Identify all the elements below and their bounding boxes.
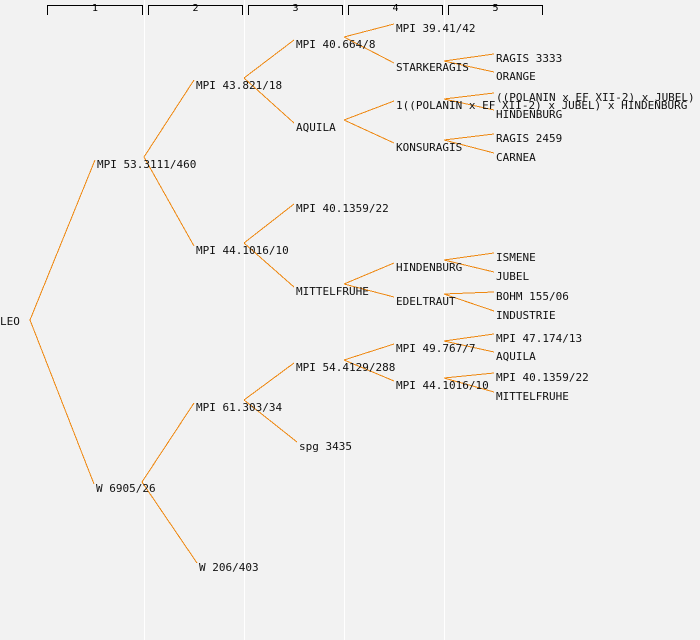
node-label-polaninhind[interactable]: 1((POLANIN x EF XII-2) x JUBEL) x HINDEN… [396,99,688,112]
node-label-edeltraut[interactable]: EDELTRAUT [396,295,456,308]
generation-bracket-1: 1 [47,3,143,15]
node-label-aquila1[interactable]: AQUILA [296,121,336,134]
node-label-starkeragis[interactable]: STARKERAGIS [396,61,469,74]
generation-label-3: 3 [292,3,299,14]
generation-label-2: 2 [192,3,199,14]
node-label-mpi401359a[interactable]: MPI 40.1359/22 [296,202,389,215]
node-label-leo[interactable]: LEO [0,315,20,328]
generation-bracket-2: 2 [148,3,243,15]
node-label-mpi47174[interactable]: MPI 47.174/13 [496,332,583,345]
node-label-jubel[interactable]: JUBEL [496,270,530,283]
node-label-ragis3333[interactable]: RAGIS 3333 [496,52,563,65]
column-guide-3 [344,0,345,640]
generation-bracket-4: 4 [348,3,443,15]
column-guide-2 [244,0,245,640]
node-label-mittelfruhe1[interactable]: MITTELFRUHE [296,285,369,298]
node-label-mpi61[interactable]: MPI 61.303/34 [196,401,283,414]
node-label-hindenburg1[interactable]: HINDENBURG [396,261,463,274]
node-label-w6905[interactable]: W 6905/26 [96,482,156,495]
generation-label-4: 4 [392,3,399,14]
node-label-orange[interactable]: ORANGE [496,70,536,83]
generation-label-1: 1 [91,3,99,14]
generation-bracket-3: 3 [248,3,343,15]
node-label-ragis2459[interactable]: RAGIS 2459 [496,132,563,145]
generation-label-5: 5 [492,3,499,14]
node-label-mpi54[interactable]: MPI 54.4129/288 [296,361,396,374]
node-label-hindenburg2[interactable]: HINDENBURG [496,108,563,121]
node-label-polaninjubel[interactable]: ((POLANIN x EF XII-2) x JUBEL) [496,91,695,104]
column-guide-4 [444,0,445,640]
node-label-mpi44b[interactable]: MPI 44.1016/10 [396,379,489,392]
node-label-aquila2[interactable]: AQUILA [496,350,536,363]
node-label-mpi49767[interactable]: MPI 49.767/7 [396,342,476,355]
node-label-industrie[interactable]: INDUSTRIE [496,309,556,322]
generation-bracket-5: 5 [448,3,543,15]
node-label-spg3435[interactable]: spg 3435 [299,440,352,453]
node-label-bohm155[interactable]: BOHM 155/06 [496,290,569,303]
node-label-mpi53[interactable]: MPI 53.3111/460 [97,158,197,171]
node-label-mpi43[interactable]: MPI 43.821/18 [196,79,283,92]
node-label-ismene[interactable]: ISMENE [496,251,536,264]
node-label-mpi40664[interactable]: MPI 40.664/8 [296,38,376,51]
node-label-konsuragis[interactable]: KONSURAGIS [396,141,463,154]
node-label-mpi44a[interactable]: MPI 44.1016/10 [196,244,289,257]
node-label-carnea[interactable]: CARNEA [496,151,536,164]
node-label-mpi401359b[interactable]: MPI 40.1359/22 [496,371,589,384]
node-label-w206[interactable]: W 206/403 [199,561,259,574]
node-label-mittelfruhe2[interactable]: MITTELFRUHE [496,390,569,403]
node-label-mpi3941[interactable]: MPI 39.41/42 [396,22,476,35]
column-guide-1 [144,0,145,640]
